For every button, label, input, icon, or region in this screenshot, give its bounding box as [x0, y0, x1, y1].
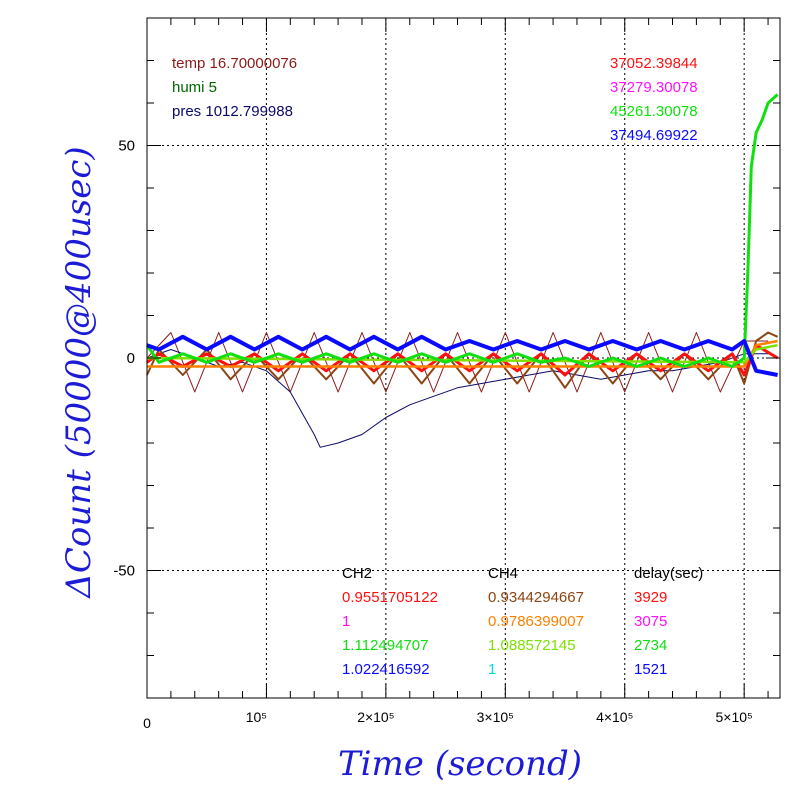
x-tick-label: 0 [143, 715, 151, 731]
annotation-top-left: humi 5 [172, 79, 217, 96]
x-axis-title: Time (second) [338, 744, 582, 784]
table-cell: 0.9786399007 [488, 613, 584, 630]
table-header: CH2 [342, 565, 372, 582]
table-cell: 1521 [634, 661, 667, 678]
annotation-top-right: 37279.30078 [610, 79, 698, 96]
table-cell: 3075 [634, 613, 667, 630]
series-line-8 [146, 334, 778, 377]
annotations: temp 16.70000076 humi 5 pres 1012.799988 37… [172, 55, 703, 678]
table-cell: 2734 [634, 637, 667, 654]
x-tick-label: 4×10⁵ [596, 709, 633, 725]
annotation-top-right: 37494.69922 [610, 127, 698, 144]
axis-ticks: 0 10⁵ 2×10⁵ 3×10⁵ 4×10⁵ 5×10⁵ 50 0 -50 [113, 18, 780, 731]
table-header: delay(sec) [634, 565, 703, 582]
annotation-top-left: pres 1012.799988 [172, 103, 293, 120]
table-cell: 0.9551705122 [342, 589, 438, 606]
y-axis-title: ΔCount (50000@400usec) [59, 146, 99, 599]
y-tick-label: -50 [113, 563, 135, 580]
series-line-7 [145, 93, 779, 368]
series-line-1 [146, 332, 769, 393]
table-cell: 1 [488, 661, 496, 678]
table-header: CH4 [488, 565, 518, 582]
x-tick-label: 5×10⁵ [715, 709, 752, 725]
series-group [145, 93, 779, 448]
x-tick-label: 2×10⁵ [357, 709, 394, 725]
y-tick-label: 0 [127, 350, 135, 367]
x-tick-label: 10⁵ [246, 709, 267, 725]
table-cell: 0.9344294667 [488, 589, 584, 606]
annotation-top-left: temp 16.70000076 [172, 55, 297, 72]
table-cell: 1.022416592 [342, 661, 430, 678]
table-cell: 3929 [634, 589, 667, 606]
y-tick-label: 50 [118, 138, 135, 155]
x-tick-label: 3×10⁵ [477, 709, 514, 725]
annotation-top-right: 37052.39844 [610, 55, 698, 72]
annotation-top-right: 45261.30078 [610, 103, 698, 120]
table-cell: 1.088572145 [488, 637, 576, 654]
table-cell: 1 [342, 613, 350, 630]
table-cell: 1.112494707 [342, 637, 428, 654]
